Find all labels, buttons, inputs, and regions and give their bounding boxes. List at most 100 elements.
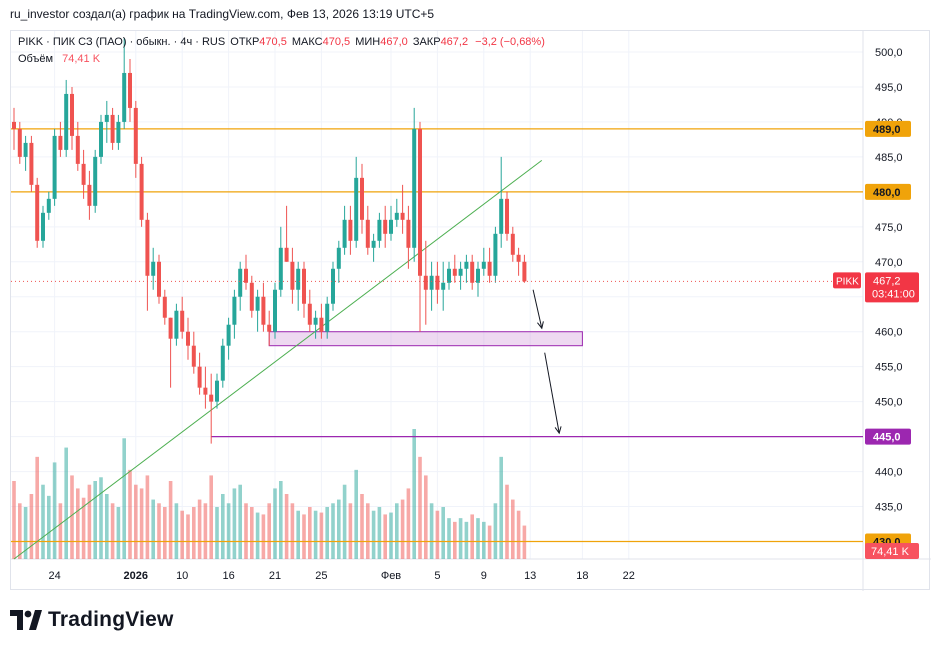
candle-body	[371, 240, 376, 248]
candle-body	[238, 268, 243, 297]
candle-body	[215, 380, 219, 402]
candle-body	[505, 198, 509, 234]
candle-body	[278, 247, 283, 290]
time-axis-tick: 18	[576, 570, 588, 582]
volume-bar	[284, 494, 289, 559]
forecast-arrow[interactable]	[544, 352, 560, 434]
candle-body	[46, 198, 51, 213]
last-price-badge[interactable]	[865, 272, 919, 303]
volume-bar	[499, 456, 503, 559]
candle-body	[151, 261, 156, 276]
candle-body	[516, 254, 521, 262]
volume-bar	[308, 507, 312, 559]
volume-bar	[116, 507, 121, 559]
price-chart[interactable]: 500,0495,0490,0485,0480,0475,0470,0465,0…	[11, 31, 931, 591]
candle-body	[255, 296, 260, 311]
candle-body	[70, 93, 74, 136]
price-axis-tick: 500,0	[875, 47, 903, 59]
volume-bar	[41, 484, 45, 559]
level-price-badge-text: 489,0	[873, 124, 901, 136]
volume-bar	[29, 494, 34, 559]
price-axis-tick: 495,0	[875, 82, 903, 94]
legend: PIKK · ПИК СЗ (ПАО) · обыкн. · 4ч · RUS …	[18, 34, 545, 68]
time-axis-tick: 16	[222, 570, 234, 582]
time-axis-tick: 2026	[124, 570, 148, 582]
candle-body	[162, 296, 167, 318]
tradingview-logo[interactable]: TradingView	[10, 606, 174, 634]
volume-bar	[458, 518, 463, 559]
volume-bar	[516, 510, 521, 559]
candle-body	[75, 135, 80, 164]
volume-bar	[12, 481, 16, 559]
volume-bar	[366, 503, 370, 559]
volume-bar	[76, 488, 80, 559]
volume-bar	[290, 503, 295, 559]
volume-bar	[429, 503, 434, 559]
candle-body	[481, 261, 486, 269]
volume-bar	[371, 510, 376, 559]
volume-bar	[93, 481, 97, 559]
level-price-badge[interactable]	[865, 428, 911, 445]
candle-body	[394, 212, 399, 220]
legend-volume-label[interactable]: Объём	[18, 53, 54, 65]
volume-bar	[296, 510, 300, 559]
volume-bar	[261, 514, 266, 559]
forecast-arrow[interactable]	[532, 289, 543, 329]
level-price-badge[interactable]	[865, 120, 911, 137]
volume-bar	[87, 484, 92, 559]
price-axis-tick: 455,0	[875, 362, 903, 374]
candle-body	[174, 310, 179, 339]
candle-body	[360, 177, 364, 220]
volume-bar	[145, 475, 150, 559]
candle-body	[389, 219, 393, 234]
volume-bar	[412, 429, 416, 559]
candle-body	[447, 268, 451, 283]
volume-bar	[435, 510, 440, 559]
volume-bar	[64, 447, 68, 559]
candle-body	[52, 135, 57, 199]
candle-body	[157, 261, 161, 297]
volume-bar	[105, 494, 109, 559]
time-axis-tick: 5	[434, 570, 440, 582]
price-axis-tick: 470,0	[875, 257, 903, 269]
candle-body	[87, 184, 92, 206]
legend-high-value: 470,5	[322, 36, 351, 48]
volume-bar	[342, 484, 347, 559]
candle-body	[203, 387, 208, 395]
candle-body	[452, 268, 457, 276]
volume-bar	[383, 514, 387, 559]
volume-bar	[209, 475, 213, 559]
arrow-head	[537, 321, 544, 330]
volume-bar	[99, 477, 103, 559]
symbol-price-label	[833, 272, 861, 289]
volume-bar	[273, 488, 277, 559]
support-zone-rectangle[interactable]	[268, 331, 583, 347]
volume-badge	[865, 543, 919, 559]
volume-bar	[389, 512, 393, 559]
time-axis-tick: 21	[269, 570, 281, 582]
chart-attribution: ru_investor создал(а) график на TradingV…	[10, 7, 435, 21]
level-price-badge[interactable]	[865, 183, 911, 200]
candle-body	[464, 261, 469, 269]
volume-bar	[319, 512, 324, 559]
level-price-badge-text: 445,0	[873, 432, 901, 444]
volume-bar	[395, 503, 399, 559]
candle-body	[400, 212, 405, 220]
volume-bar	[35, 456, 39, 559]
candle-body	[116, 121, 121, 143]
candle-body	[220, 345, 225, 381]
price-axis-tick: 435,0	[875, 502, 903, 514]
legend-symbol[interactable]: PIKK · ПИК СЗ (ПАО) · обыкн. · 4ч · RUS	[18, 36, 226, 48]
candle-body	[470, 261, 475, 283]
trend-line[interactable]	[13, 159, 543, 560]
candle-body	[58, 135, 63, 150]
candle-body	[441, 282, 446, 290]
legend-close-value: 467,2	[440, 36, 469, 48]
candle-body	[302, 268, 306, 304]
volume-legend-row: Объём 74,41 K	[18, 51, 545, 68]
chart-frame[interactable]: 500,0495,0490,0485,0480,0475,0470,0465,0…	[10, 30, 931, 591]
volume-bar	[441, 507, 445, 559]
volume-bar	[18, 503, 22, 559]
candle-body	[331, 268, 335, 304]
bar-countdown-text: 03:41:00	[872, 288, 915, 300]
